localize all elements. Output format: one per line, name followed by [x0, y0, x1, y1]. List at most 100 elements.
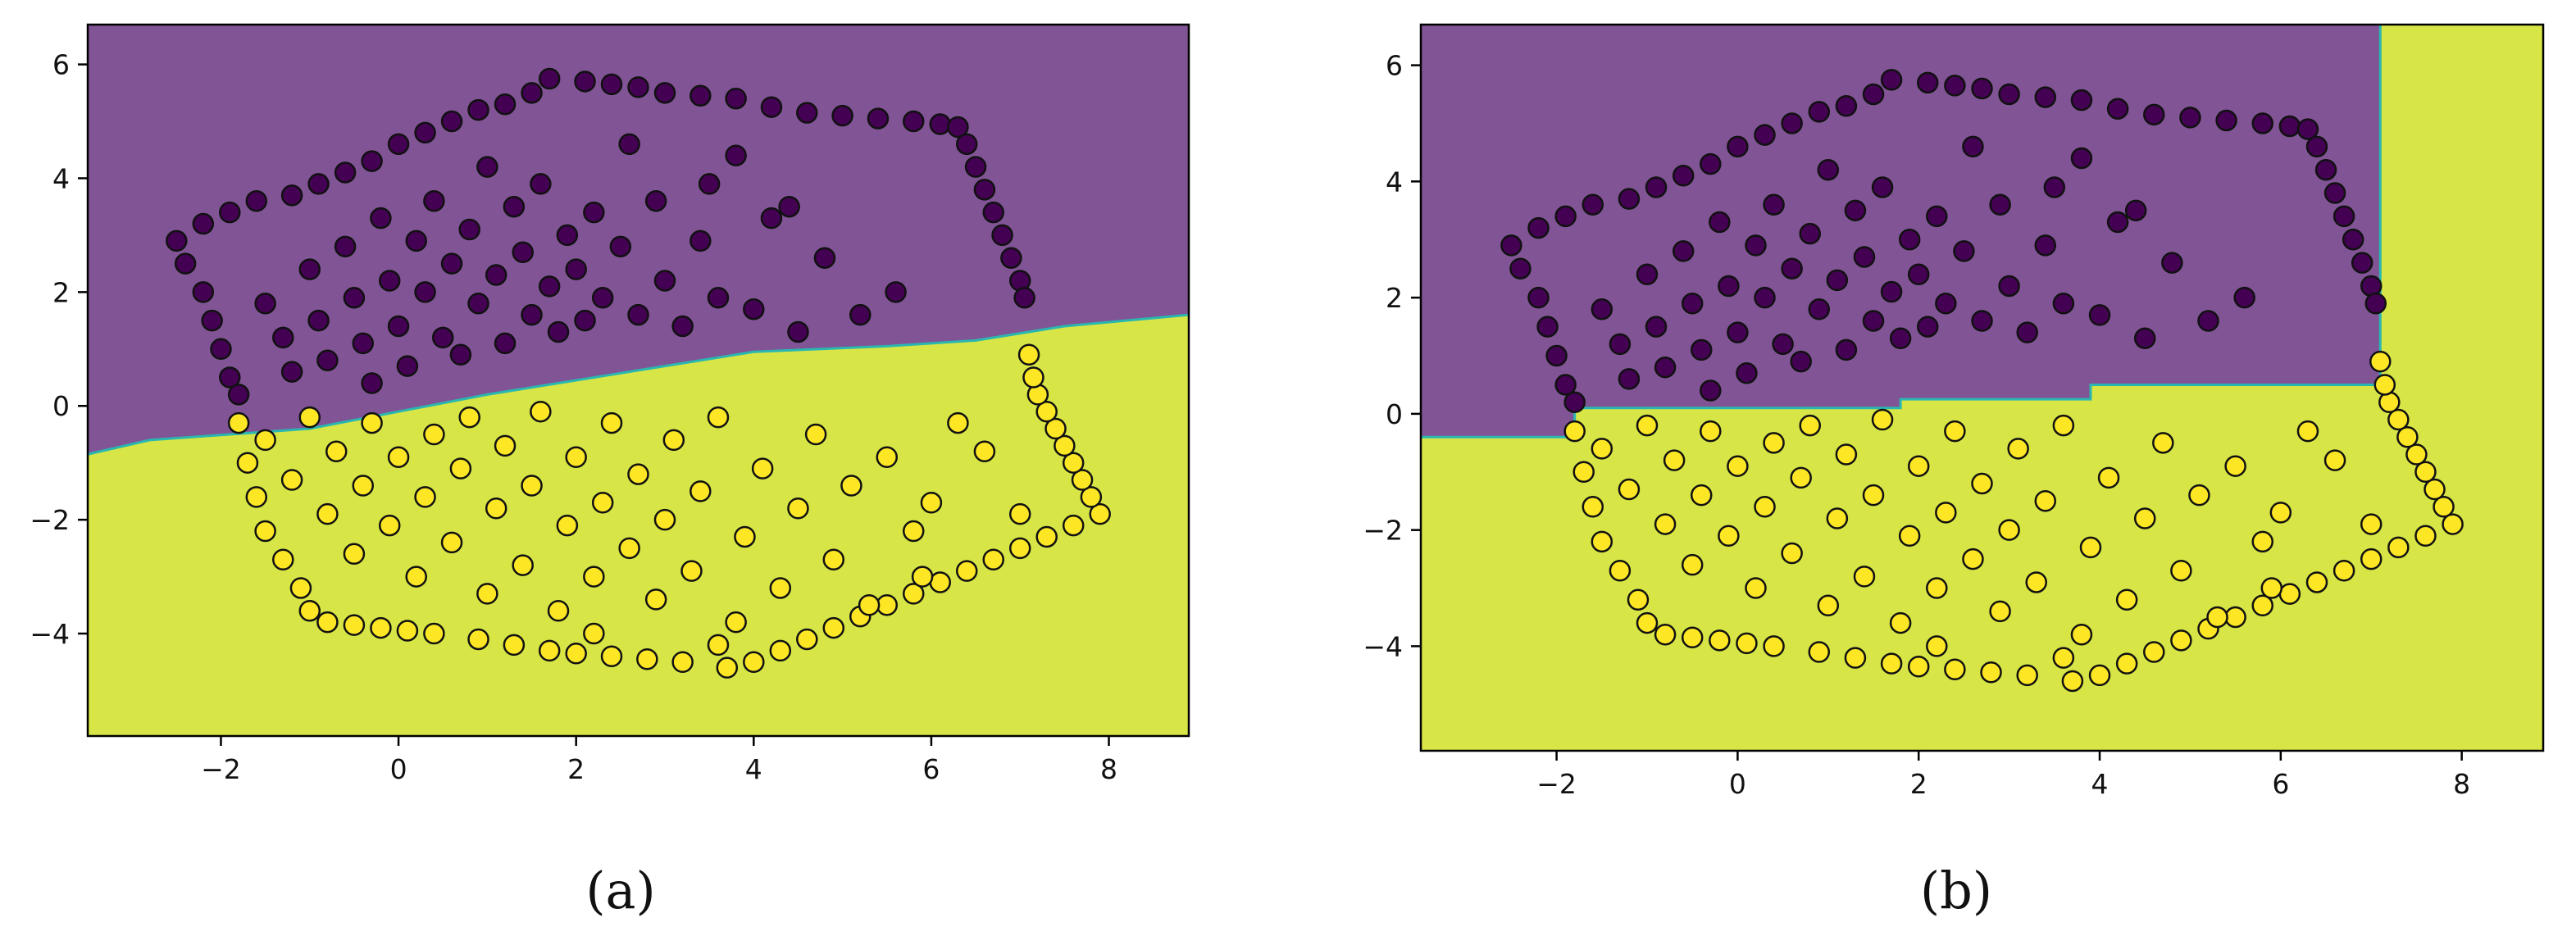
data-point-class-1: [2061, 670, 2084, 693]
data-point-class-1: [716, 657, 739, 679]
data-point-class-1: [1962, 548, 1984, 570]
data-point-class-0: [947, 116, 969, 139]
data-point-class-1: [822, 548, 845, 570]
data-point-class-1: [1591, 530, 1613, 553]
data-point-class-1: [1889, 611, 1912, 634]
data-point-class-0: [1971, 310, 1993, 332]
data-point-class-0: [2034, 234, 2057, 257]
data-point-class-0: [1609, 333, 1632, 356]
data-point-class-0: [530, 173, 552, 195]
data-point-class-1: [1700, 420, 1722, 443]
data-point-class-1: [1871, 408, 1894, 431]
data-point-class-1: [876, 446, 899, 468]
data-point-class-1: [378, 514, 401, 537]
y-tick-label: 4: [52, 162, 70, 194]
data-point-class-1: [405, 566, 427, 588]
y-tick-label: 2: [1386, 282, 1403, 314]
data-point-class-1: [2115, 588, 2138, 611]
data-point-class-0: [813, 247, 836, 269]
data-point-class-0: [1527, 286, 1550, 309]
data-point-class-1: [2025, 571, 2047, 593]
data-point-class-0: [831, 104, 853, 127]
data-point-class-1: [1736, 632, 1758, 655]
data-point-class-0: [343, 287, 366, 309]
data-point-class-0: [219, 366, 241, 388]
data-point-class-0: [627, 76, 649, 98]
data-point-class-0: [521, 82, 543, 104]
data-point-class-1: [440, 531, 463, 554]
panel-a-caption: (a): [585, 861, 655, 920]
data-point-class-1: [1045, 417, 1067, 440]
y-tick-label: −2: [30, 504, 70, 536]
x-tick-label: 6: [922, 753, 940, 785]
y-tick-label: 6: [52, 49, 70, 81]
data-point-class-0: [467, 98, 489, 121]
data-point-class-0: [440, 110, 463, 133]
data-point-class-1: [236, 452, 259, 474]
data-point-class-0: [973, 179, 996, 201]
data-point-class-0: [787, 320, 809, 343]
data-point-class-1: [1880, 652, 1903, 675]
data-point-class-0: [280, 361, 303, 383]
data-point-class-1: [955, 560, 978, 582]
data-point-class-1: [2251, 530, 2273, 553]
data-point-class-1: [2170, 629, 2192, 652]
data-point-class-1: [1563, 420, 1586, 443]
data-point-class-1: [2405, 443, 2428, 466]
data-point-class-1: [2305, 571, 2328, 593]
data-point-class-1: [2360, 513, 2383, 535]
data-point-class-0: [583, 201, 605, 224]
x-tick-label: 8: [2453, 768, 2470, 800]
data-point-class-1: [521, 475, 543, 497]
data-point-class-1: [690, 480, 712, 502]
data-point-class-1: [1989, 600, 2011, 623]
data-point-class-0: [1709, 211, 1731, 234]
data-point-class-0: [458, 218, 480, 241]
data-point-class-0: [1817, 158, 1840, 181]
data-point-class-0: [1718, 275, 1740, 298]
data-point-class-1: [734, 525, 756, 548]
data-point-class-0: [476, 156, 498, 178]
data-point-class-1: [1971, 472, 1993, 495]
data-point-class-1: [2414, 525, 2437, 547]
data-point-class-1: [583, 622, 605, 645]
data-point-class-1: [903, 583, 925, 605]
data-point-class-1: [2433, 496, 2455, 518]
data-point-class-0: [1944, 75, 1966, 97]
data-point-class-1: [370, 616, 392, 639]
data-point-class-1: [343, 614, 366, 636]
data-point-class-0: [1898, 229, 1921, 251]
data-point-class-0: [1953, 240, 1975, 262]
data-point-class-0: [1563, 391, 1586, 413]
data-point-class-1: [1054, 434, 1076, 457]
x-tick-label: 2: [1910, 768, 1927, 800]
data-point-class-0: [1700, 152, 1722, 175]
data-point-class-1: [1572, 461, 1595, 484]
data-point-class-1: [1582, 496, 1604, 518]
data-point-class-0: [982, 201, 1004, 224]
data-point-class-0: [405, 229, 427, 252]
data-point-class-1: [2369, 350, 2392, 373]
data-point-class-0: [1799, 222, 1821, 245]
data-point-class-0: [494, 93, 517, 116]
data-point-class-0: [352, 332, 374, 355]
data-point-class-0: [690, 84, 712, 107]
data-point-class-0: [991, 224, 1013, 247]
data-point-class-1: [1799, 414, 1821, 437]
data-point-class-0: [272, 326, 294, 349]
data-point-class-1: [565, 446, 587, 468]
data-point-class-0: [1691, 339, 1713, 361]
data-point-class-1: [1926, 635, 1948, 657]
data-point-class-0: [778, 195, 800, 218]
data-point-class-0: [210, 338, 232, 361]
data-point-class-1: [1718, 525, 1740, 547]
data-point-class-0: [1998, 83, 2020, 106]
data-point-class-1: [1618, 478, 1641, 501]
data-point-class-1: [725, 611, 747, 634]
data-point-class-0: [431, 326, 454, 349]
data-point-class-1: [2296, 420, 2319, 443]
x-tick-label: 4: [2091, 768, 2109, 800]
panel-b-caption: (b): [1920, 861, 1992, 920]
data-point-class-1: [751, 457, 774, 479]
data-point-class-0: [574, 70, 596, 93]
